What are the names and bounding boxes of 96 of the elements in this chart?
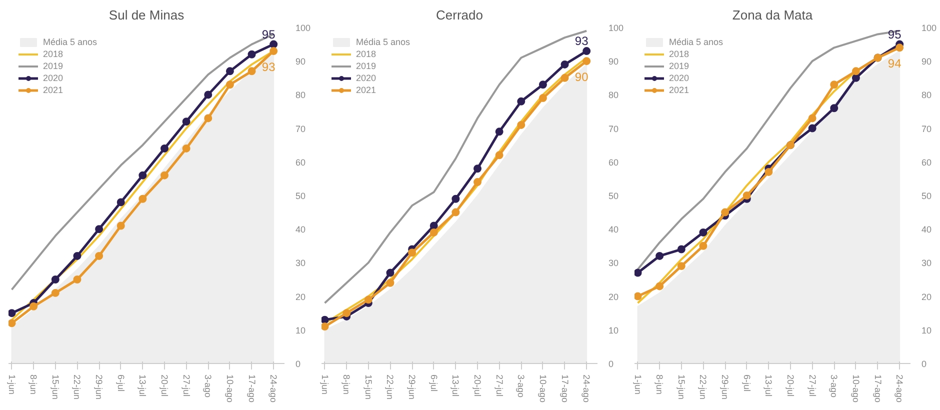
y-tick-label: 40	[608, 224, 619, 235]
y-tick-label: 40	[922, 224, 932, 235]
x-tick-label: 3-ago	[203, 374, 214, 398]
y-tick-label: 20	[922, 292, 932, 302]
annotation: 95	[888, 27, 902, 42]
chart-title: Zona da Mata	[732, 8, 814, 22]
legend-label: 2021	[43, 85, 64, 95]
x-tick-label: 24-ago	[582, 374, 592, 403]
y-tick-label: 20	[296, 292, 306, 302]
x-tick-label: 10-ago	[850, 374, 861, 403]
legend-label: 2020	[43, 73, 64, 83]
x-tick-label: 22-jun	[698, 374, 708, 400]
x-tick-label: 15-jun	[50, 374, 60, 400]
y-tick-label: 60	[922, 157, 932, 168]
y-tick-label: 80	[608, 90, 619, 100]
annotation: 93	[262, 60, 276, 74]
x-tick-label: 1-jun	[320, 374, 330, 395]
annotation: 90	[574, 70, 589, 84]
legend-label: Média 5 anos	[356, 37, 410, 47]
y-tick-label: 60	[296, 157, 306, 168]
legend-label: 2020	[356, 73, 376, 83]
x-tick-label: 13-jul	[450, 374, 461, 397]
y-tick-label: 10	[608, 325, 619, 336]
y-tick-label: 0	[922, 359, 927, 369]
x-tick-label: 1-jun	[632, 374, 643, 395]
x-tick-label: 3-ago	[829, 374, 840, 398]
x-tick-label: 29-jun	[407, 374, 418, 400]
x-tick-label: 27-jul	[494, 374, 504, 397]
y-tick-label: 50	[922, 191, 932, 201]
x-tick-label: 6-jul	[116, 374, 126, 392]
y-tick-label: 80	[922, 90, 932, 100]
y-tick-label: 40	[296, 224, 306, 235]
x-tick-label: 13-jul	[764, 374, 774, 397]
annotation: 94	[888, 56, 902, 71]
x-tick-label: 27-jul	[181, 374, 192, 397]
x-tick-label: 10-ago	[224, 374, 235, 403]
legend-label: Média 5 anos	[43, 37, 98, 47]
x-tick-label: 24-ago	[894, 374, 905, 403]
chart-title: Sul de Minas	[108, 8, 185, 22]
annotation: 95	[262, 27, 276, 42]
y-tick-label: 30	[608, 258, 619, 268]
x-tick-label: 17-ago	[246, 374, 257, 403]
legend-label: Média 5 anos	[669, 37, 724, 47]
y-tick-label: 30	[922, 258, 932, 268]
x-tick-label: 24-ago	[268, 374, 279, 403]
y-tick-label: 80	[296, 90, 306, 100]
x-tick-label: 10-ago	[538, 374, 548, 403]
annotation: 93	[574, 34, 589, 48]
y-tick-label: 10	[922, 325, 932, 336]
x-tick-label: 22-jun	[72, 374, 82, 400]
legend-label: 2021	[669, 85, 690, 95]
y-tick-label: 50	[608, 191, 619, 201]
x-tick-label: 6-jul	[742, 374, 752, 392]
chart-title: Cerrado	[436, 8, 483, 22]
x-tick-label: 17-ago	[560, 374, 570, 403]
legend-label: 2019	[43, 61, 64, 71]
x-tick-label: 8-jun	[654, 374, 665, 395]
legend-label: 2019	[669, 61, 690, 71]
legend-label: 2019	[356, 61, 376, 71]
y-tick-label: 20	[608, 292, 619, 302]
x-tick-label: 29-jun	[94, 374, 104, 400]
x-tick-label: 15-jun	[363, 374, 374, 400]
x-tick-label: 6-jul	[428, 374, 439, 392]
x-tick-label: 3-ago	[516, 374, 526, 398]
y-tick-label: 100	[608, 23, 624, 33]
legend-label: 2020	[669, 73, 690, 83]
legend-label: 2018	[669, 49, 690, 59]
y-tick-label: 90	[608, 56, 619, 67]
x-tick-label: 27-jul	[807, 374, 818, 397]
legend-label: 2018	[43, 49, 64, 59]
legend-label: 2021	[356, 85, 376, 95]
x-tick-label: 29-jun	[720, 374, 730, 400]
y-tick-label: 60	[608, 157, 619, 168]
y-tick-label: 100	[296, 23, 311, 33]
y-tick-label: 50	[296, 191, 306, 201]
y-tick-label: 0	[296, 359, 301, 369]
y-tick-label: 70	[608, 124, 619, 134]
x-tick-label: 13-jul	[138, 374, 148, 397]
x-tick-label: 20-jul	[160, 374, 170, 397]
x-tick-label: 8-jun	[28, 374, 39, 395]
legend-label: 2018	[356, 49, 376, 59]
x-tick-label: 15-jun	[676, 374, 686, 400]
y-tick-label: 90	[296, 56, 306, 67]
y-tick-label: 70	[922, 124, 932, 134]
x-tick-label: 17-ago	[872, 374, 883, 403]
x-tick-label: 8-jun	[342, 374, 352, 395]
y-tick-label: 10	[296, 325, 306, 336]
x-tick-label: 1-jun	[6, 374, 17, 395]
y-tick-label: 30	[296, 258, 306, 268]
x-tick-label: 22-jun	[385, 374, 396, 400]
x-tick-label: 20-jul	[472, 374, 482, 397]
y-tick-label: 0	[608, 359, 614, 369]
y-tick-label: 90	[922, 56, 932, 67]
y-tick-label: 70	[296, 124, 306, 134]
x-tick-label: 20-jul	[786, 374, 796, 397]
y-tick-label: 100	[922, 23, 937, 33]
